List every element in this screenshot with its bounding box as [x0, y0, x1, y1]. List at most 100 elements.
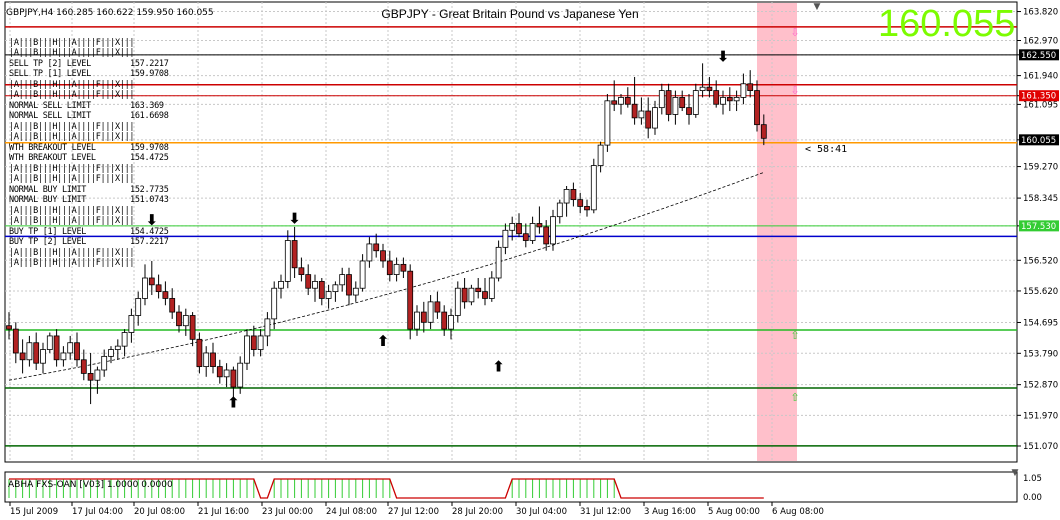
levels-panel-row: NORMAL BUY LIMIT 152.7735 [9, 185, 169, 196]
x-tick-label: 17 Jul 04:00 [72, 507, 123, 517]
candle-body [264, 318, 271, 337]
buy-arrow-icon: ⬆ [377, 332, 390, 350]
candle-body [584, 206, 590, 211]
level-name: BUY TP [2] LEVEL [9, 237, 87, 247]
y-tick-label: 152.870 [1023, 381, 1058, 391]
candle-body [203, 352, 210, 367]
candle-body [257, 335, 264, 350]
buy-arrow-icon: ⬆ [227, 393, 240, 411]
level-name: NORMAL SELL LIMIT [9, 111, 91, 121]
level-value: 154.4725 [130, 153, 169, 163]
indicator-y-tick-label: 0.00 [1023, 493, 1042, 503]
candle-body [121, 332, 128, 347]
level-name: |A|||B|||H|||A||||F|||X||| [9, 79, 135, 90]
candle-body [19, 352, 26, 361]
buy-arrow-icon: ⬆ [492, 358, 505, 376]
levels-panel-row: NORMAL SELL LIMIT 161.6698 [9, 111, 169, 122]
candle-body [618, 97, 624, 105]
candle-body [189, 315, 196, 340]
candle-body [386, 260, 393, 275]
price-tag [1019, 49, 1059, 61]
candle-body [570, 189, 577, 201]
candle-body [271, 287, 278, 320]
main-plot-frame [4, 1, 1018, 463]
level-value: 157.2217 [130, 237, 169, 247]
level-name: WTH BREAKOUT LEVEL [9, 142, 96, 153]
levels-panel-row: |A|||B|||H|||A||||F|||X||| [9, 174, 135, 185]
candle-body [468, 287, 475, 303]
candle-body [461, 287, 468, 303]
y-tick-label: 162.970 [1023, 37, 1058, 47]
symbol-info: GBPJPY,H4 160.285 160.622 159.950 160.05… [6, 8, 214, 18]
candle-body [359, 260, 366, 289]
candle-body [291, 240, 298, 269]
level-name: |A|||B|||H|||A||||F|||X||| [9, 90, 135, 100]
candle-body [339, 274, 346, 286]
levels-panel-row: SELL TP [1] LEVEL 159.9708 [9, 69, 169, 80]
candle-body [672, 97, 679, 115]
indicator-shift-icon[interactable]: ▼ [1011, 468, 1019, 478]
x-tick-label: 23 Jul 00:00 [262, 507, 313, 517]
candle-body [631, 103, 638, 119]
candle-body [563, 189, 570, 204]
candle-body [40, 349, 46, 364]
candle-body [87, 373, 94, 381]
current-price-display: 160.055 [878, 3, 1016, 45]
candle-body [679, 97, 686, 109]
levels-panel-row: SELL TP [2] LEVEL 157.2217 [9, 59, 169, 70]
candle-body [312, 281, 318, 289]
levels-panel-row: |A|||B|||H|||A||||F|||X||| [9, 258, 135, 269]
indicator-line [9, 478, 764, 499]
candle-body [298, 267, 305, 275]
moving-average-line [8, 172, 764, 381]
candle-body [176, 311, 182, 327]
y-tick-label: 153.790 [1023, 349, 1058, 359]
candle-body [237, 362, 244, 388]
candle-body [502, 229, 509, 248]
candle-body [713, 90, 720, 105]
level-name: |A|||B|||H|||A||||F|||X||| [9, 163, 135, 174]
chart-shift-icon[interactable]: ▼ [813, 2, 821, 12]
y-tick-label: 161.095 [1023, 100, 1058, 110]
candle-body [318, 281, 325, 299]
candle-body [135, 298, 142, 316]
levels-panel-row: |A|||B|||H|||A||||F|||X||| [9, 132, 135, 143]
x-tick-label: 24 Jul 08:00 [326, 507, 377, 517]
levels-panel-row: BUY TP [2] LEVEL 157.2217 [9, 237, 169, 248]
levels-panel-row: |A|||B|||H|||A||||F|||X||| [9, 38, 135, 49]
level-value: 152.7735 [130, 184, 169, 195]
price-tag [1019, 134, 1059, 146]
level-value: 161.6698 [130, 111, 169, 121]
candle-body [67, 342, 74, 354]
x-tick-label: 31 Jul 12:00 [580, 507, 631, 517]
levels-panel-row: |A|||B|||H|||A||||F|||X||| [9, 121, 135, 133]
candle-body [597, 144, 604, 166]
y-tick-label: 154.695 [1023, 318, 1058, 328]
candle-body [611, 100, 618, 105]
candle-body [686, 107, 692, 115]
x-tick-label: 15 Jul 2009 [10, 507, 58, 517]
level-name: WTH BREAKOUT LEVEL [9, 153, 96, 163]
levels-panel-row: |A|||B|||H|||A||||F|||X||| [9, 79, 135, 91]
levels-panel-row: WTH BREAKOUT LEVEL 159.9708 [9, 142, 169, 154]
level-name: NORMAL BUY LIMIT [9, 195, 87, 205]
y-tick-label: 155.620 [1023, 287, 1058, 297]
level-name: |A|||B|||H|||A||||F|||X||| [9, 258, 135, 268]
level-name: |A|||B|||H|||A||||F|||X||| [9, 121, 135, 132]
level-value: 163.369 [130, 100, 164, 111]
levels-panel-row: WTH BREAKOUT LEVEL 154.4725 [9, 153, 169, 164]
candle-body [162, 291, 169, 299]
candle-body [706, 86, 713, 91]
candle-body [624, 97, 631, 105]
candle-body [366, 243, 373, 262]
price-tag-label: 162.550 [1021, 51, 1056, 61]
candle-body [665, 90, 672, 115]
candle-body [638, 110, 645, 119]
indicator-label: ABHA FXS-OAN [V03] 1.0000 0.0000 [8, 480, 173, 490]
levels-panel-row: |A|||B|||H|||A||||F|||X||| [9, 248, 135, 259]
candle-body [94, 369, 101, 381]
candle-body [454, 287, 461, 316]
candle-body [645, 110, 652, 129]
